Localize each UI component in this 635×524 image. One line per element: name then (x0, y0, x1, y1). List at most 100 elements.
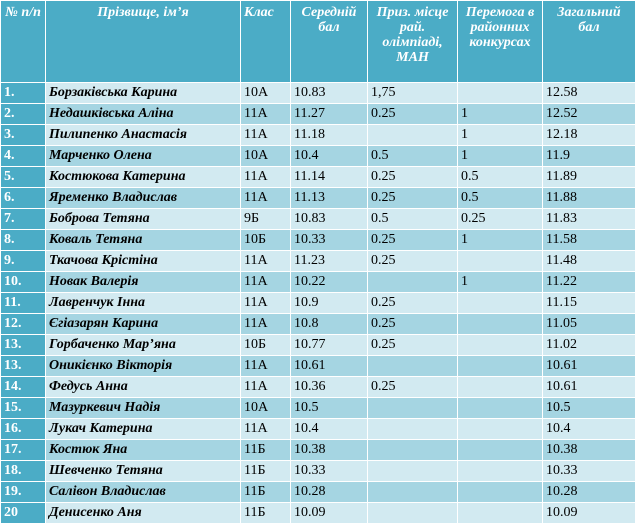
cell-total: 10.09 (543, 503, 635, 524)
cell-name: Ткачова Крістіна (46, 251, 241, 272)
cell-name: Лавренчук Інна (46, 293, 241, 314)
cell-olympiad (368, 125, 458, 146)
cell-olympiad: 0.25 (368, 293, 458, 314)
cell-contest: 1 (458, 125, 543, 146)
cell-class: 11Б (241, 503, 291, 524)
header-class: Клас (241, 1, 291, 83)
cell-name: Коваль Тетяна (46, 230, 241, 251)
cell-contest (458, 377, 543, 398)
cell-total: 11.83 (543, 209, 635, 230)
cell-olympiad: 0.25 (368, 251, 458, 272)
cell-total: 11.05 (543, 314, 635, 335)
cell-num: 20 (1, 503, 46, 524)
cell-total: 11.02 (543, 335, 635, 356)
cell-olympiad: 0.25 (368, 188, 458, 209)
cell-olympiad: 0.25 (368, 167, 458, 188)
cell-contest: 1 (458, 104, 543, 125)
cell-name: Костюк Яна (46, 440, 241, 461)
cell-name: Салівон Владислав (46, 482, 241, 503)
cell-olympiad: 0.25 (368, 335, 458, 356)
cell-contest (458, 356, 543, 377)
cell-contest (458, 251, 543, 272)
cell-class: 10А (241, 83, 291, 104)
cell-total: 11.89 (543, 167, 635, 188)
cell-contest (458, 482, 543, 503)
cell-name: Борзаківська Карина (46, 83, 241, 104)
cell-olympiad (368, 503, 458, 524)
cell-avg: 10.36 (291, 377, 368, 398)
cell-total: 12.18 (543, 125, 635, 146)
cell-total: 10.4 (543, 419, 635, 440)
cell-num: 17. (1, 440, 46, 461)
cell-total: 11.9 (543, 146, 635, 167)
cell-class: 11А (241, 272, 291, 293)
cell-total: 10.61 (543, 377, 635, 398)
cell-avg: 11.13 (291, 188, 368, 209)
cell-total: 11.22 (543, 272, 635, 293)
cell-num: 13. (1, 335, 46, 356)
cell-name: Лукач Катерина (46, 419, 241, 440)
cell-olympiad: 0.25 (368, 314, 458, 335)
cell-avg: 10.4 (291, 419, 368, 440)
cell-avg: 11.18 (291, 125, 368, 146)
cell-name: Мазуркевич Надія (46, 398, 241, 419)
cell-class: 11Б (241, 440, 291, 461)
cell-num: 11. (1, 293, 46, 314)
cell-olympiad: 0.25 (368, 230, 458, 251)
cell-olympiad (368, 461, 458, 482)
cell-avg: 10.22 (291, 272, 368, 293)
header-contest: Перемога в районних конкурсах (458, 1, 543, 83)
cell-name: Пилипенко Анастасія (46, 125, 241, 146)
cell-class: 11А (241, 251, 291, 272)
cell-avg: 10.4 (291, 146, 368, 167)
cell-contest: 1 (458, 146, 543, 167)
cell-contest (458, 440, 543, 461)
cell-class: 10А (241, 398, 291, 419)
cell-olympiad (368, 398, 458, 419)
cell-contest (458, 398, 543, 419)
cell-total: 11.15 (543, 293, 635, 314)
header-olympiad: Приз. місце рай. олімпіаді, МАН (368, 1, 458, 83)
cell-avg: 10.5 (291, 398, 368, 419)
cell-avg: 10.77 (291, 335, 368, 356)
cell-contest (458, 335, 543, 356)
cell-olympiad (368, 419, 458, 440)
cell-num: 18. (1, 461, 46, 482)
cell-contest: 1 (458, 230, 543, 251)
cell-num: 4. (1, 146, 46, 167)
header-avg: Середній бал (291, 1, 368, 83)
cell-num: 14. (1, 377, 46, 398)
header-num: № п/п (1, 1, 46, 83)
table-header: № п/п Прізвище, ім’я Клас Середній бал П… (1, 1, 635, 83)
cell-avg: 10.33 (291, 230, 368, 251)
cell-contest (458, 461, 543, 482)
cell-contest: 1 (458, 272, 543, 293)
cell-num: 10. (1, 272, 46, 293)
cell-contest (458, 293, 543, 314)
cell-olympiad: 0.5 (368, 209, 458, 230)
cell-num: 3. (1, 125, 46, 146)
cell-avg: 10.83 (291, 209, 368, 230)
cell-class: 11А (241, 188, 291, 209)
cell-name: Горбаченко Мар’яна (46, 335, 241, 356)
cell-contest (458, 503, 543, 524)
cell-contest: 0.25 (458, 209, 543, 230)
cell-name: Оникієнко Вікторія (46, 356, 241, 377)
cell-num: 7. (1, 209, 46, 230)
cell-name: Боброва Тетяна (46, 209, 241, 230)
cell-avg: 10.9 (291, 293, 368, 314)
cell-avg: 11.14 (291, 167, 368, 188)
cell-num: 19. (1, 482, 46, 503)
cell-num: 2. (1, 104, 46, 125)
